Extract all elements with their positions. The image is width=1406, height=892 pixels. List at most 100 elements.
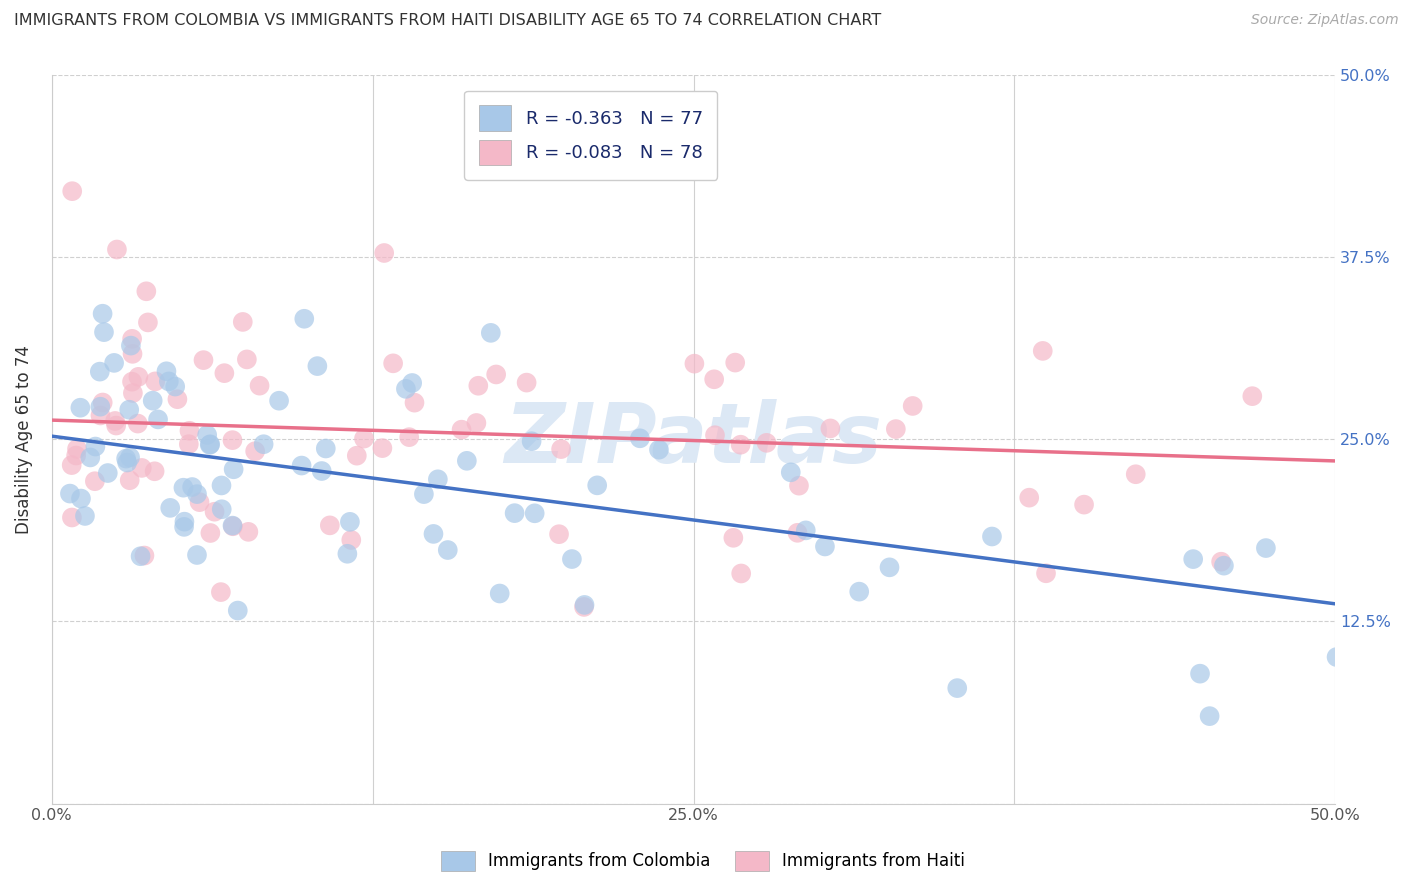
- Point: [730, 438, 752, 452]
- Point: [65, 449, 87, 463]
- Point: [586, 478, 609, 492]
- Point: [1241, 389, 1264, 403]
- Point: [398, 430, 420, 444]
- Point: [1198, 709, 1220, 723]
- Point: [336, 547, 359, 561]
- Point: [186, 487, 208, 501]
- Point: [104, 414, 127, 428]
- Point: [103, 356, 125, 370]
- Point: [211, 502, 233, 516]
- Point: [340, 533, 363, 547]
- Point: [127, 417, 149, 431]
- Point: [422, 527, 444, 541]
- Point: [200, 526, 222, 541]
- Point: [195, 428, 218, 442]
- Point: [115, 451, 138, 466]
- Point: [204, 505, 226, 519]
- Point: [456, 454, 478, 468]
- Point: [548, 527, 571, 541]
- Point: [135, 285, 157, 299]
- Point: [1189, 666, 1212, 681]
- Point: [70, 491, 93, 506]
- Point: [1209, 555, 1232, 569]
- Point: [395, 382, 418, 396]
- Point: [120, 450, 142, 465]
- Legend: R = -0.363   N = 77, R = -0.083   N = 78: R = -0.363 N = 77, R = -0.083 N = 78: [464, 91, 717, 180]
- Point: [1125, 467, 1147, 482]
- Point: [404, 395, 426, 409]
- Point: [724, 355, 747, 369]
- Point: [291, 458, 314, 473]
- Point: [221, 518, 243, 533]
- Point: [79, 450, 101, 465]
- Point: [60, 458, 83, 472]
- Point: [84, 440, 107, 454]
- Point: [222, 462, 245, 476]
- Point: [115, 456, 138, 470]
- Point: [253, 437, 276, 451]
- Point: [981, 529, 1004, 543]
- Point: [485, 368, 508, 382]
- Point: [488, 586, 510, 600]
- Point: [319, 518, 342, 533]
- Point: [177, 437, 200, 451]
- Point: [346, 449, 368, 463]
- Point: [311, 464, 333, 478]
- Point: [704, 428, 727, 442]
- Point: [121, 347, 143, 361]
- Point: [221, 433, 243, 447]
- Point: [561, 552, 583, 566]
- Point: [93, 325, 115, 339]
- Point: [198, 438, 221, 452]
- Point: [59, 486, 82, 500]
- Point: [238, 524, 260, 539]
- Point: [574, 598, 596, 612]
- Point: [1254, 541, 1277, 555]
- Point: [1032, 343, 1054, 358]
- Point: [222, 519, 245, 533]
- Point: [371, 441, 394, 455]
- Point: [105, 418, 128, 433]
- Point: [118, 402, 141, 417]
- Point: [412, 487, 434, 501]
- Point: [879, 560, 901, 574]
- Point: [146, 412, 169, 426]
- Point: [159, 500, 181, 515]
- Text: ZIPatlas: ZIPatlas: [505, 399, 883, 480]
- Point: [755, 435, 778, 450]
- Point: [1035, 566, 1057, 581]
- Point: [426, 472, 449, 486]
- Point: [723, 531, 745, 545]
- Point: [450, 423, 472, 437]
- Point: [730, 566, 752, 581]
- Point: [516, 376, 538, 390]
- Point: [307, 359, 329, 373]
- Point: [436, 543, 458, 558]
- Point: [232, 315, 254, 329]
- Point: [249, 378, 271, 392]
- Point: [884, 422, 907, 436]
- Point: [315, 442, 337, 456]
- Point: [373, 246, 395, 260]
- Point: [401, 376, 423, 390]
- Point: [523, 506, 546, 520]
- Legend: Immigrants from Colombia, Immigrants from Haiti: Immigrants from Colombia, Immigrants fro…: [433, 842, 973, 880]
- Point: [60, 184, 83, 198]
- Point: [353, 432, 375, 446]
- Point: [136, 315, 159, 329]
- Point: [243, 444, 266, 458]
- Point: [628, 431, 651, 445]
- Point: [901, 399, 924, 413]
- Point: [193, 353, 215, 368]
- Point: [503, 506, 526, 520]
- Point: [127, 369, 149, 384]
- Point: [683, 357, 706, 371]
- Point: [179, 424, 201, 438]
- Point: [105, 243, 128, 257]
- Point: [186, 548, 208, 562]
- Point: [73, 508, 96, 523]
- Point: [779, 465, 801, 479]
- Point: [520, 434, 543, 449]
- Point: [120, 338, 142, 352]
- Point: [121, 332, 143, 346]
